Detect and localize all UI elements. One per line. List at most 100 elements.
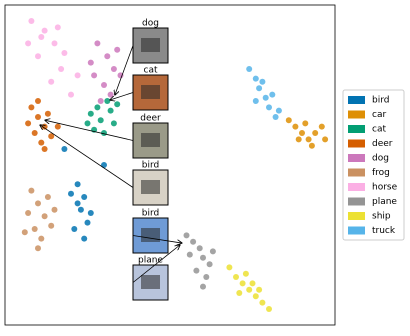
annotation-label: deer: [140, 114, 161, 124]
legend-swatch: [348, 96, 365, 104]
point: [242, 270, 249, 277]
point: [110, 66, 117, 72]
point: [58, 66, 65, 72]
point: [28, 18, 35, 24]
point: [292, 123, 299, 130]
point: [200, 283, 206, 290]
point: [25, 120, 32, 127]
legend-label: car: [372, 110, 386, 120]
annotation-arrow: [45, 120, 134, 141]
thumbnail-subject: [141, 180, 160, 194]
point: [61, 50, 68, 56]
annotation-label: plane: [138, 256, 163, 266]
point: [25, 210, 32, 216]
point: [190, 238, 197, 245]
point: [35, 200, 41, 207]
annotation-arrow: [132, 235, 182, 244]
point: [269, 91, 276, 98]
point: [249, 280, 256, 287]
point: [48, 133, 55, 140]
legend-swatch: [348, 212, 365, 220]
legend-label: frog: [372, 168, 390, 178]
point: [68, 190, 74, 197]
legend-swatch: [348, 168, 365, 177]
point: [41, 27, 48, 34]
point: [318, 123, 325, 130]
annotation-label: bird: [142, 209, 159, 219]
point: [104, 98, 111, 104]
point: [209, 248, 216, 255]
point: [266, 104, 272, 111]
point: [38, 235, 45, 242]
point: [44, 194, 51, 200]
annotation-arrow: [132, 245, 180, 283]
annotation-arrow: [115, 45, 134, 95]
point: [31, 226, 38, 232]
point: [68, 91, 74, 98]
point: [38, 34, 45, 40]
point: [262, 94, 269, 101]
point: [54, 123, 61, 130]
point: [117, 72, 124, 79]
annotation-arrow: [110, 92, 134, 101]
point: [31, 130, 38, 136]
point: [74, 200, 81, 207]
point: [74, 72, 81, 79]
point: [308, 142, 315, 149]
point: [94, 104, 101, 111]
legend-swatch: [348, 110, 365, 119]
point: [101, 82, 107, 88]
legend-label: deer: [372, 139, 393, 149]
point: [81, 235, 88, 242]
legend-swatch: [348, 197, 365, 206]
point: [252, 75, 259, 82]
annotation-label: cat: [144, 66, 158, 76]
point: [239, 280, 246, 287]
point: [186, 251, 193, 258]
point: [35, 245, 41, 252]
thumbnail-subject: [141, 275, 160, 289]
legend-label: plane: [372, 197, 397, 207]
legend-swatch: [348, 226, 365, 235]
point: [97, 117, 104, 124]
point: [41, 146, 48, 152]
point: [305, 136, 312, 143]
point: [246, 286, 253, 293]
point: [84, 219, 91, 226]
point: [312, 130, 319, 136]
point: [41, 213, 48, 220]
point: [193, 267, 200, 274]
point: [28, 104, 35, 111]
point: [285, 117, 292, 124]
annotation-label: bird: [142, 161, 159, 171]
legend-swatch: [348, 125, 365, 133]
legend-label: dog: [372, 154, 389, 164]
point: [252, 98, 259, 104]
point: [77, 206, 84, 213]
point: [236, 290, 243, 296]
legend-swatch: [348, 139, 365, 148]
point: [87, 59, 94, 66]
thumbnail-subject: [141, 38, 160, 52]
point: [35, 114, 41, 120]
point: [259, 299, 266, 306]
point: [87, 210, 94, 216]
point: [87, 110, 94, 117]
annotation-arrow: [40, 125, 134, 188]
legend-label: cat: [372, 125, 386, 135]
point: [25, 40, 32, 47]
point: [21, 229, 28, 236]
point: [48, 78, 55, 85]
thumbnail: [132, 169, 169, 206]
point: [252, 293, 259, 300]
legend-label: horse: [372, 183, 398, 193]
point: [203, 274, 210, 280]
point: [61, 146, 68, 152]
thumbnail-subject: [141, 133, 160, 147]
point: [272, 114, 279, 120]
point: [94, 40, 101, 47]
point: [226, 264, 233, 271]
point: [28, 187, 35, 194]
legend-label: bird: [372, 96, 389, 106]
point: [110, 120, 117, 127]
